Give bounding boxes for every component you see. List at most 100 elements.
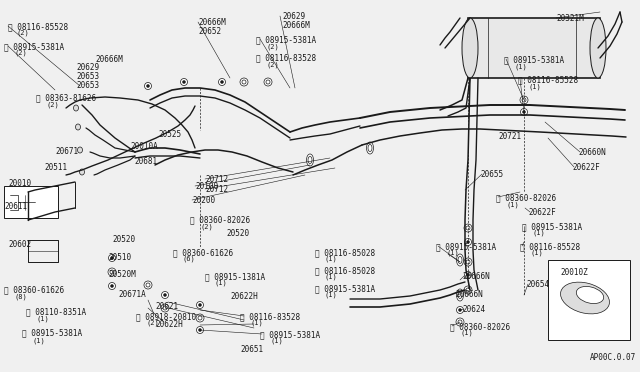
- Ellipse shape: [456, 318, 464, 326]
- Text: Ⓑ 08116-85028: Ⓑ 08116-85028: [315, 266, 375, 275]
- Ellipse shape: [464, 224, 472, 232]
- Text: (2): (2): [266, 43, 279, 49]
- Ellipse shape: [458, 320, 462, 324]
- Text: (1): (1): [325, 256, 338, 263]
- Text: (1): (1): [532, 230, 545, 237]
- Ellipse shape: [77, 147, 83, 153]
- Ellipse shape: [242, 80, 246, 84]
- Ellipse shape: [456, 307, 463, 314]
- Ellipse shape: [161, 304, 169, 312]
- Text: 20200: 20200: [192, 196, 215, 205]
- Ellipse shape: [466, 226, 470, 230]
- Text: (2): (2): [16, 30, 29, 36]
- Ellipse shape: [74, 105, 79, 111]
- Text: 20622H: 20622H: [230, 292, 258, 301]
- Text: 20100: 20100: [195, 182, 218, 191]
- Ellipse shape: [456, 289, 463, 301]
- Ellipse shape: [198, 304, 202, 307]
- Text: (2): (2): [46, 101, 59, 108]
- Text: Ⓢ 08360-82026: Ⓢ 08360-82026: [496, 193, 556, 202]
- Text: 20611: 20611: [4, 202, 27, 211]
- Text: 20629: 20629: [282, 12, 305, 21]
- FancyBboxPatch shape: [548, 260, 630, 340]
- Text: Ⓜ 08915-5381A: Ⓜ 08915-5381A: [315, 284, 375, 293]
- Ellipse shape: [465, 238, 472, 246]
- Text: (2): (2): [146, 320, 159, 327]
- Ellipse shape: [163, 306, 167, 310]
- Text: Ⓜ 08915-5381A: Ⓜ 08915-5381A: [522, 222, 582, 231]
- Text: (6): (6): [183, 256, 196, 263]
- Text: 20654: 20654: [526, 280, 549, 289]
- Text: (1): (1): [32, 337, 45, 343]
- Text: (1): (1): [528, 83, 541, 90]
- Text: Ⓜ 08915-5381A: Ⓜ 08915-5381A: [256, 35, 316, 44]
- Ellipse shape: [576, 286, 604, 304]
- Text: 20010A: 20010A: [130, 142, 157, 151]
- Ellipse shape: [266, 80, 270, 84]
- Text: 20712: 20712: [205, 175, 228, 184]
- Text: 20666N: 20666N: [455, 290, 483, 299]
- Ellipse shape: [110, 270, 114, 274]
- Ellipse shape: [161, 292, 168, 298]
- Text: 20666M: 20666M: [282, 21, 310, 30]
- Ellipse shape: [196, 327, 204, 334]
- Ellipse shape: [467, 241, 470, 244]
- Ellipse shape: [146, 283, 150, 287]
- Ellipse shape: [147, 84, 150, 87]
- Text: 20622F: 20622F: [572, 163, 600, 172]
- Text: Ⓜ 08915-1381A: Ⓜ 08915-1381A: [205, 272, 265, 281]
- Ellipse shape: [522, 98, 526, 102]
- Text: (1): (1): [270, 338, 283, 344]
- Text: 20321M: 20321M: [556, 14, 584, 23]
- Ellipse shape: [464, 258, 472, 266]
- Text: (1): (1): [215, 280, 228, 286]
- Ellipse shape: [182, 80, 186, 83]
- Text: (1): (1): [530, 250, 543, 257]
- Ellipse shape: [196, 314, 204, 322]
- Ellipse shape: [180, 78, 188, 86]
- Ellipse shape: [307, 154, 314, 166]
- Ellipse shape: [462, 18, 478, 78]
- Text: Ⓑ 08116-85028: Ⓑ 08116-85028: [315, 248, 375, 257]
- Ellipse shape: [109, 282, 115, 289]
- Text: Ⓢ 08360-82026: Ⓢ 08360-82026: [190, 215, 250, 224]
- Ellipse shape: [590, 18, 606, 78]
- Text: Ⓜ 08915-5381A: Ⓜ 08915-5381A: [260, 330, 320, 339]
- Ellipse shape: [196, 301, 204, 308]
- Text: 20621: 20621: [155, 302, 178, 311]
- Text: 20660N: 20660N: [578, 148, 605, 157]
- Text: Ⓑ 08116-85528: Ⓑ 08116-85528: [518, 75, 578, 84]
- Ellipse shape: [109, 254, 115, 262]
- Ellipse shape: [145, 83, 152, 90]
- Text: 20666N: 20666N: [462, 272, 490, 281]
- Ellipse shape: [465, 272, 472, 279]
- Text: Ⓢ 08360-61626: Ⓢ 08360-61626: [173, 248, 233, 257]
- Ellipse shape: [456, 254, 463, 266]
- Ellipse shape: [467, 273, 470, 276]
- Text: (1): (1): [36, 315, 49, 321]
- Text: (1): (1): [446, 250, 459, 257]
- FancyBboxPatch shape: [4, 186, 58, 218]
- Text: (2): (2): [200, 223, 212, 230]
- Text: 20622H: 20622H: [155, 320, 183, 329]
- Text: Ⓢ 08363-81626: Ⓢ 08363-81626: [36, 93, 96, 102]
- Text: 20666M: 20666M: [95, 55, 123, 64]
- Text: 20010Z: 20010Z: [560, 268, 588, 277]
- Text: (8): (8): [14, 294, 27, 301]
- Ellipse shape: [466, 260, 470, 264]
- Text: 20622F: 20622F: [528, 208, 556, 217]
- Text: Ⓜ 08915-5381A: Ⓜ 08915-5381A: [436, 242, 496, 251]
- Ellipse shape: [368, 144, 372, 151]
- Ellipse shape: [264, 78, 272, 86]
- Ellipse shape: [218, 78, 225, 86]
- Text: (1): (1): [506, 201, 519, 208]
- Text: Ⓜ 08915-5381A: Ⓜ 08915-5381A: [4, 42, 64, 51]
- Text: Ⓢ 08360-61626: Ⓢ 08360-61626: [4, 285, 64, 294]
- Text: 20651: 20651: [240, 345, 263, 354]
- Text: 20520M: 20520M: [108, 270, 136, 279]
- Ellipse shape: [198, 316, 202, 320]
- Ellipse shape: [108, 268, 116, 276]
- Text: (2): (2): [266, 61, 279, 67]
- Text: 20671A: 20671A: [118, 290, 146, 299]
- Text: (1): (1): [514, 63, 527, 70]
